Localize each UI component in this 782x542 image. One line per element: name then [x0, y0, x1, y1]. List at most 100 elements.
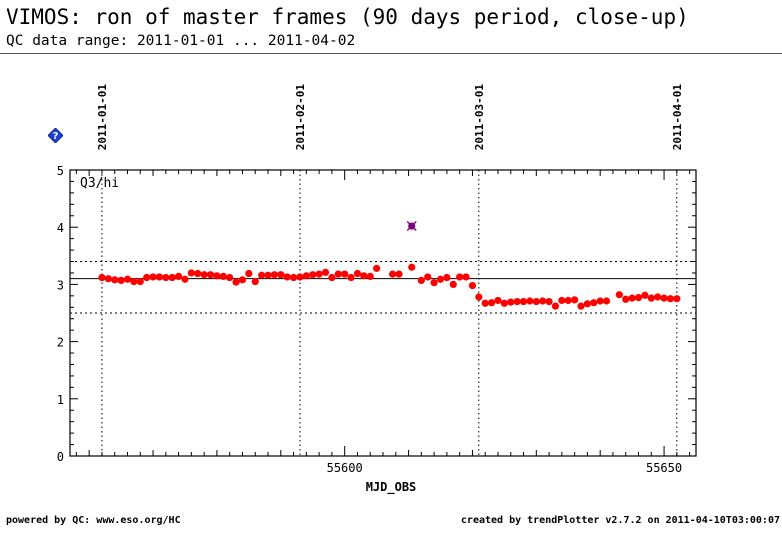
data-point: [673, 295, 681, 303]
y-tick-label: 2: [57, 336, 64, 350]
data-point: [539, 297, 547, 305]
data-point: [270, 271, 279, 279]
date-marker-label: 2011-04-01: [671, 84, 684, 151]
page-title: VIMOS: ron of master frames (90 days per…: [6, 5, 689, 29]
data-point: [500, 299, 508, 307]
header-divider: [0, 53, 782, 54]
data-point: [341, 270, 349, 278]
data-point: [328, 273, 336, 282]
data-point: [564, 296, 572, 305]
outlier-cross: [406, 221, 417, 232]
data-point: [226, 273, 234, 282]
data-point: [456, 273, 464, 281]
data-point: [417, 276, 425, 284]
data-point: [388, 270, 397, 278]
data-point: [245, 269, 253, 278]
data-point: [181, 275, 189, 283]
data-point: [507, 298, 515, 306]
data-point: [264, 271, 272, 279]
data-point: [238, 276, 247, 284]
data-point: [232, 278, 240, 286]
data-point: [475, 293, 483, 301]
date-marker-label: 2011-03-01: [473, 84, 486, 151]
data-point: [622, 295, 630, 303]
data-point: [558, 296, 566, 305]
data-point: [315, 270, 323, 278]
data-point: [289, 273, 298, 282]
data-point: [130, 277, 138, 286]
x-axis-label: MJD_OBS: [366, 480, 417, 495]
data-point: [194, 269, 202, 278]
date-marker-label: 2011-02-01: [294, 84, 307, 151]
data-point: [258, 271, 266, 279]
data-point: [519, 297, 528, 306]
data-point: [641, 291, 649, 299]
data-point: [168, 273, 176, 282]
data-point: [577, 302, 585, 310]
data-point: [468, 281, 477, 290]
data-point: [104, 275, 112, 283]
data-point: [449, 280, 457, 288]
x-tick-label: 55600: [327, 461, 363, 475]
data-point: [321, 268, 330, 276]
data-point: [660, 294, 668, 302]
data-point: [551, 302, 560, 310]
data-point: [200, 271, 208, 279]
plot-frame: [69, 169, 697, 457]
data-point: [366, 272, 374, 280]
y-tick-label: 1: [57, 393, 64, 407]
data-point: [123, 275, 132, 283]
data-point: [296, 273, 304, 281]
data-point: [494, 296, 502, 305]
data-point: [277, 271, 285, 279]
data-point: [206, 271, 215, 279]
data-point: [430, 279, 438, 287]
help-glyph: ?: [53, 131, 59, 142]
data-point: [347, 273, 355, 282]
data-point: [309, 271, 317, 279]
x-tick-label: 55650: [646, 461, 682, 475]
footer-created-by: created by trendPlotter v2.7.2 on 2011-0…: [460, 515, 780, 526]
data-point: [526, 297, 534, 305]
data-point: [98, 273, 106, 282]
data-point: [408, 263, 416, 271]
data-point: [219, 272, 227, 280]
data-point: [436, 275, 445, 283]
data-point: [155, 273, 164, 281]
data-point: [187, 269, 195, 277]
data-point: [283, 273, 291, 281]
data-point: [596, 297, 604, 305]
footer-powered-by: powered by QC: www.eso.org/HC: [6, 515, 181, 526]
data-point: [117, 276, 125, 284]
y-tick-label: 4: [57, 221, 64, 235]
data-range-subtitle: QC data range: 2011-01-01 ... 2011-04-02: [6, 33, 356, 49]
data-point: [634, 293, 643, 302]
data-point: [513, 297, 521, 306]
data-point: [666, 295, 675, 303]
data-point: [532, 297, 540, 306]
data-point: [481, 299, 489, 307]
data-point: [353, 269, 362, 278]
data-point: [590, 299, 598, 307]
y-tick-label: 0: [57, 450, 64, 464]
data-point: [213, 272, 221, 280]
data-point: [334, 270, 342, 278]
y-tick-label: 3: [57, 278, 64, 292]
y-tick-label: 5: [57, 164, 64, 178]
data-point: [136, 277, 144, 286]
data-point: [174, 272, 183, 280]
data-point: [395, 270, 403, 278]
data-point: [424, 273, 432, 281]
data-point: [360, 272, 368, 280]
help-diamond-icon[interactable]: ?: [48, 128, 63, 143]
date-marker-label: 2011-01-01: [96, 84, 109, 151]
data-point: [545, 297, 553, 306]
data-point: [571, 296, 579, 304]
data-point: [628, 294, 636, 302]
data-point: [162, 273, 170, 282]
data-point: [654, 293, 662, 301]
panel-label: Q3/hi: [80, 176, 119, 191]
data-point: [647, 294, 655, 302]
data-point: [111, 276, 119, 284]
data-point: [583, 300, 592, 308]
